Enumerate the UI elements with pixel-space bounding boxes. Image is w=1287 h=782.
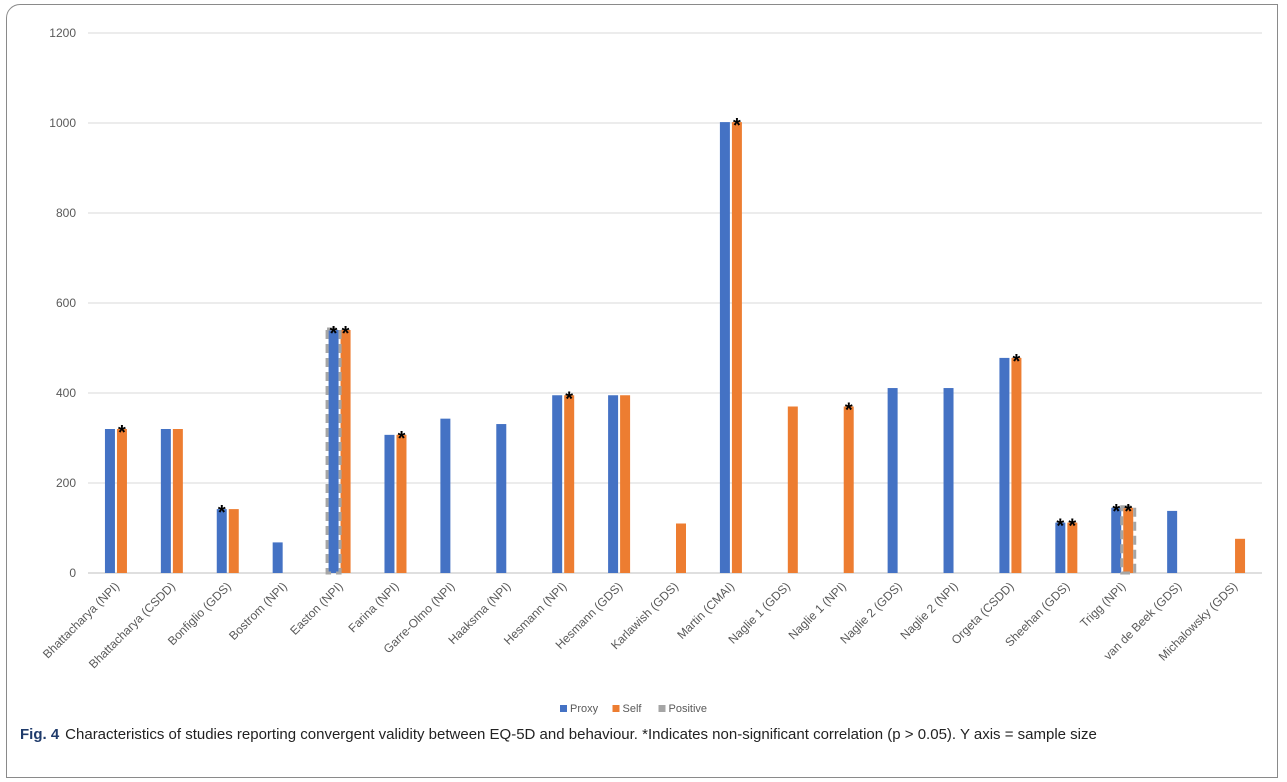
- x-tick-label: Naglie 1 (NPI): [786, 579, 849, 642]
- bar-self: [1067, 522, 1078, 573]
- nonsignificant-marker: *: [565, 388, 573, 410]
- y-tick-label: 0: [69, 566, 76, 580]
- legend-swatch: [612, 705, 620, 712]
- nonsignificant-marker: *: [398, 428, 406, 450]
- legend-swatch: [560, 705, 567, 712]
- bar-self: [843, 406, 854, 573]
- x-tick-label: Naglie 2 (NPI): [897, 579, 960, 642]
- nonsignificant-marker: *: [330, 323, 338, 345]
- bar-proxy: [887, 388, 898, 573]
- legend-label: Proxy: [570, 703, 599, 715]
- bar-self: [787, 406, 798, 573]
- nonsignificant-marker: *: [1068, 516, 1076, 538]
- bar-proxy: [496, 424, 507, 573]
- bar-proxy: [999, 357, 1010, 573]
- bar-proxy: [1167, 510, 1178, 573]
- bar-self: [731, 122, 742, 573]
- bar-proxy: [1111, 507, 1122, 573]
- bar-self: [396, 434, 407, 573]
- bar-self: [676, 523, 686, 573]
- bar-self: [1123, 507, 1134, 573]
- bar-proxy: [552, 395, 563, 573]
- bar-proxy: [384, 434, 395, 573]
- chart-frame: [6, 4, 1278, 778]
- legend-swatch: [658, 705, 666, 712]
- nonsignificant-marker: *: [118, 422, 126, 444]
- positive-outline: [325, 327, 342, 575]
- bar-proxy: [272, 542, 283, 573]
- nonsignificant-marker: *: [1056, 516, 1064, 538]
- x-tick-label: Bostrom (NPI): [226, 579, 290, 643]
- positive-outline: [1120, 505, 1137, 575]
- bar-self: [172, 429, 183, 573]
- nonsignificant-marker: *: [845, 400, 853, 422]
- y-tick-label: 1200: [49, 26, 76, 40]
- caption-text: Characteristics of studies reporting con…: [65, 726, 1097, 743]
- bar-self: [1011, 357, 1022, 573]
- nonsignificant-marker: *: [733, 115, 741, 137]
- bar-proxy: [719, 122, 730, 573]
- bar-proxy: [216, 509, 227, 573]
- nonsignificant-marker: *: [1124, 501, 1132, 523]
- bar-self: [228, 509, 239, 573]
- x-tick-label: Trigg (NPI): [1077, 579, 1128, 630]
- x-tick-label: Martin (CMAI): [674, 579, 737, 642]
- bar-self: [116, 429, 127, 573]
- y-tick-label: 400: [56, 386, 76, 400]
- bar-self: [340, 330, 351, 573]
- bar-proxy: [1055, 522, 1066, 573]
- y-tick-label: 800: [56, 206, 76, 220]
- nonsignificant-marker: *: [218, 502, 226, 524]
- bar-proxy: [104, 429, 115, 573]
- bar-proxy: [943, 388, 954, 573]
- legend-label: Self: [623, 703, 643, 715]
- y-tick-label: 1000: [49, 116, 76, 130]
- nonsignificant-marker: *: [1112, 501, 1120, 523]
- y-tick-label: 200: [56, 476, 76, 490]
- nonsignificant-marker: *: [1013, 351, 1021, 373]
- x-tick-label: Easton (NPI): [287, 579, 345, 637]
- bar-self: [1235, 538, 1246, 573]
- bar-self: [620, 395, 631, 573]
- bar-self: [564, 395, 575, 573]
- y-tick-label: 600: [56, 296, 76, 310]
- nonsignificant-marker: *: [342, 323, 350, 345]
- x-tick-label: Farina (NPI): [345, 579, 401, 635]
- figure-caption: Fig. 4 Characteristics of studies reporti…: [20, 724, 1270, 746]
- bar-proxy: [328, 330, 339, 573]
- legend-label: Positive: [669, 703, 708, 715]
- bar-proxy: [440, 418, 451, 573]
- bar-proxy: [160, 429, 171, 573]
- figure-label: Fig. 4: [20, 726, 60, 743]
- bar-proxy: [608, 395, 619, 573]
